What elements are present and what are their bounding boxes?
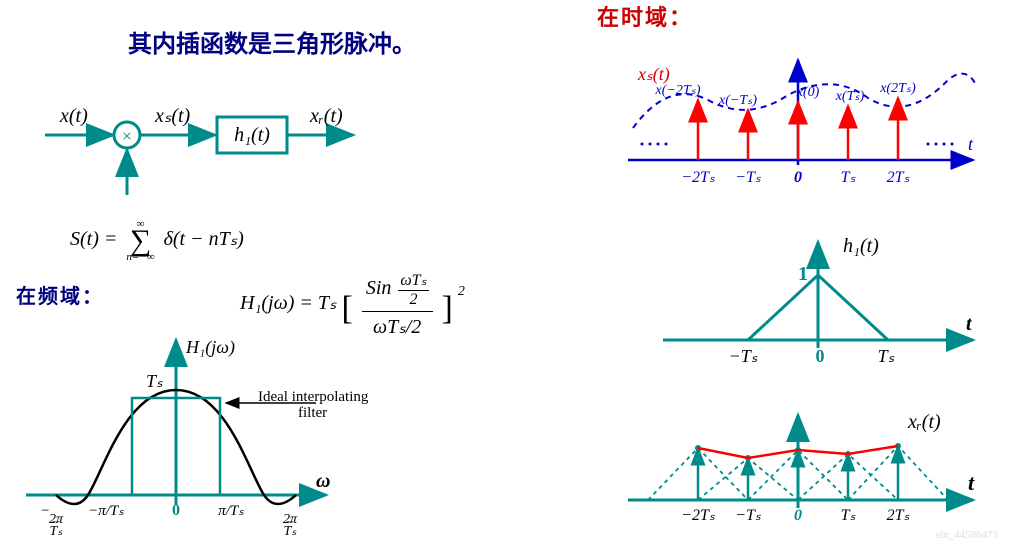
time-plot-h1-svg: h₁(t) 1 t −Tₛ 0 Tₛ — [648, 230, 988, 370]
svg-text:x(Tₛ): x(Tₛ) — [835, 89, 865, 104]
h1-t-label: t — [966, 313, 973, 335]
block-diagram: × h₁(t) x(t) xₛ(t) xᵣ(t) — [35, 90, 365, 205]
svg-text:Tₛ: Tₛ — [841, 507, 857, 524]
time-domain-label: 在时域： — [597, 0, 693, 32]
time-plot-xr-svg: xᵣ(t) t −2Tₛ −Tₛ 0 Tₛ 2Tₛ — [608, 400, 988, 540]
svg-text:−Tₛ: −Tₛ — [735, 507, 762, 524]
h1-inner-num: ωTₛ — [398, 270, 428, 291]
xt-label: x(t) — [59, 105, 88, 127]
ftick-0: 2π─Tₛ — [49, 512, 64, 539]
svg-text:−2Tₛ: −2Tₛ — [681, 169, 716, 186]
freq-title: H₁(jω) — [185, 337, 235, 358]
freq-anno-2: filter — [298, 405, 327, 421]
svg-text:−2Tₛ: −2Tₛ — [681, 507, 716, 524]
svg-text:x(−2Tₛ): x(−2Tₛ) — [655, 83, 701, 98]
sum-lhs: S(t) = — [70, 228, 117, 250]
watermark: sin_44586473 — [936, 529, 998, 541]
time-plot-xs-svg: xₛ(t) t x(−2Tₛ) x(−Tₛ) x(0) x(Tₛ) x(2Tₛ) −2T… — [608, 40, 988, 200]
ftick-4: 2π─Tₛ — [283, 512, 298, 539]
h1t-box-label: h₁(t) — [234, 124, 270, 146]
page-title: 其内插函数是三角形脉冲。 — [128, 24, 416, 59]
h1-peak: 1 — [798, 263, 808, 285]
freq-omega: ω — [316, 470, 330, 492]
sum-formula: S(t) = ∞ ∑ n=−∞ δ(t − nTₛ) — [70, 218, 244, 263]
svg-text:−Tₛ: −Tₛ — [735, 169, 762, 186]
freq-anno-1: Ideal interpolating — [258, 389, 369, 405]
freq-Ts: Tₛ — [146, 371, 163, 391]
freq-plot: Ideal interpolating filter H₁(jω) Tₛ ω 2… — [26, 335, 396, 550]
h1-lhs: H₁(jω) = Tₛ — [240, 292, 336, 314]
svg-text:Tₛ: Tₛ — [841, 169, 857, 186]
freq-domain-label: 在频域： — [16, 280, 104, 309]
svg-text:2Tₛ: 2Tₛ — [887, 169, 911, 186]
xs-signal-label: xₛ(t) — [637, 64, 670, 85]
xr-t-label: t — [968, 470, 975, 495]
svg-text:x(−Tₛ): x(−Tₛ) — [718, 93, 757, 108]
freq-plot-axes — [26, 340, 326, 505]
svg-text:2Tₛ: 2Tₛ — [887, 507, 911, 524]
h1-tick-1: 0 — [816, 346, 825, 366]
h1-formula: H₁(jω) = Tₛ [ Sin ωTₛ 2 ωTₛ/2 ] 2 — [240, 270, 465, 339]
svg-text:0: 0 — [794, 169, 802, 186]
h1-tick-0: −Tₛ — [729, 346, 758, 366]
freq-plot-svg: Ideal interpolating filter H₁(jω) Tₛ ω 2… — [26, 335, 396, 545]
h1-title: h₁(t) — [843, 235, 879, 257]
h1-exp: 2 — [458, 284, 465, 299]
time-plot-xr: xᵣ(t) t −2Tₛ −Tₛ 0 Tₛ 2Tₛ — [608, 400, 988, 545]
h1-num-a: Sin — [366, 277, 392, 299]
sum-body: δ(t − nTₛ) — [164, 228, 244, 250]
svg-text:−: − — [41, 503, 49, 519]
time-plot-h1: h₁(t) 1 t −Tₛ 0 Tₛ — [648, 230, 988, 375]
xs-t-label: t — [968, 134, 974, 154]
h1-inner-den: 2 — [398, 291, 428, 309]
ftick-3: π/Tₛ — [218, 503, 244, 519]
time-plot-xs: xₛ(t) t x(−2Tₛ) x(−Tₛ) x(0) x(Tₛ) x(2Tₛ) −2T… — [608, 40, 988, 205]
block-diagram-svg: × h₁(t) x(t) xₛ(t) xᵣ(t) — [35, 90, 365, 200]
svg-text:0: 0 — [794, 507, 802, 524]
h1-tick-2: Tₛ — [878, 346, 895, 366]
ftick-1: −π/Tₛ — [88, 503, 124, 519]
svg-text:×: × — [122, 126, 132, 146]
xr-title: xᵣ(t) — [907, 411, 941, 433]
svg-text:x(0): x(0) — [796, 85, 820, 100]
xrt-label: xᵣ(t) — [309, 105, 343, 127]
ftick-2: 0 — [172, 502, 180, 519]
sum-sub: n=−∞ — [126, 251, 154, 263]
svg-text:x(2Tₛ): x(2Tₛ) — [879, 81, 916, 96]
xst-label: xₛ(t) — [154, 105, 191, 127]
